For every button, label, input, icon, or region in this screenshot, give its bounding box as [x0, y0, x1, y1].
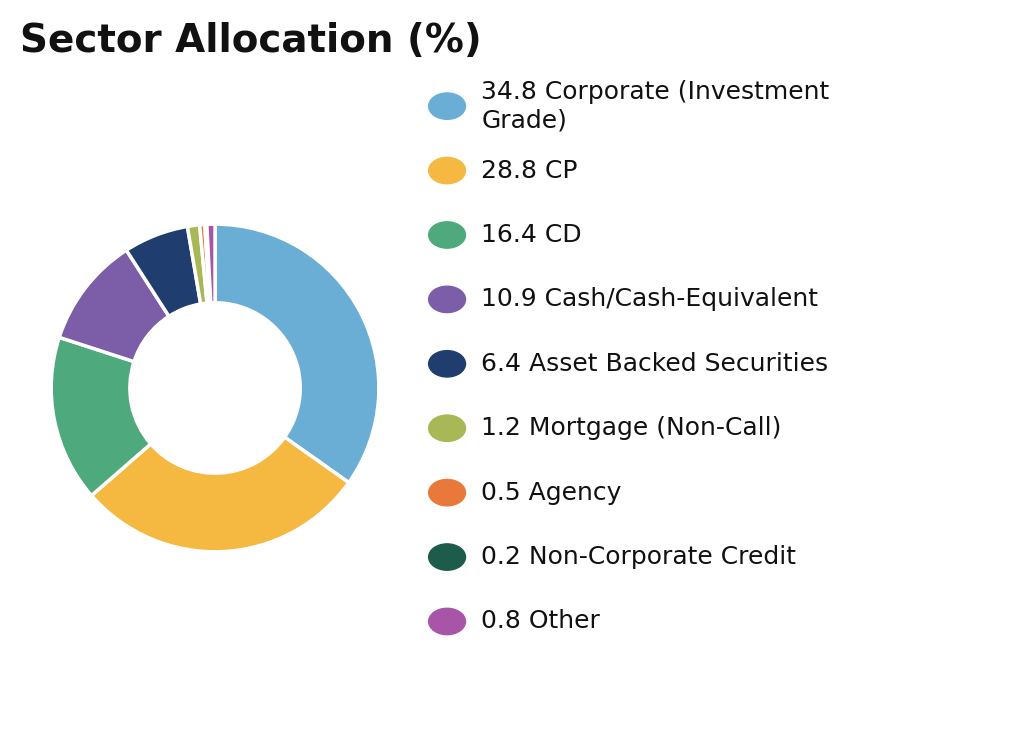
- Wedge shape: [205, 224, 211, 303]
- Text: 10.9 Cash/Cash-Equivalent: 10.9 Cash/Cash-Equivalent: [481, 288, 818, 311]
- Text: 34.8 Corporate (Investment
Grade): 34.8 Corporate (Investment Grade): [481, 81, 829, 132]
- Text: 0.5 Agency: 0.5 Agency: [481, 481, 622, 504]
- Text: 16.4 CD: 16.4 CD: [481, 223, 582, 247]
- Text: 28.8 CP: 28.8 CP: [481, 159, 578, 182]
- Wedge shape: [215, 224, 379, 482]
- Wedge shape: [51, 337, 151, 496]
- Wedge shape: [207, 224, 215, 303]
- Wedge shape: [200, 225, 210, 303]
- Text: 0.2 Non-Corporate Credit: 0.2 Non-Corporate Credit: [481, 545, 797, 569]
- Wedge shape: [187, 225, 207, 304]
- Text: Sector Allocation (%): Sector Allocation (%): [20, 22, 482, 60]
- Text: 0.8 Other: 0.8 Other: [481, 610, 600, 633]
- Wedge shape: [91, 437, 349, 552]
- Wedge shape: [59, 250, 169, 362]
- Text: 1.2 Mortgage (Non-Call): 1.2 Mortgage (Non-Call): [481, 417, 781, 440]
- Wedge shape: [126, 226, 201, 316]
- Text: 6.4 Asset Backed Securities: 6.4 Asset Backed Securities: [481, 352, 828, 376]
